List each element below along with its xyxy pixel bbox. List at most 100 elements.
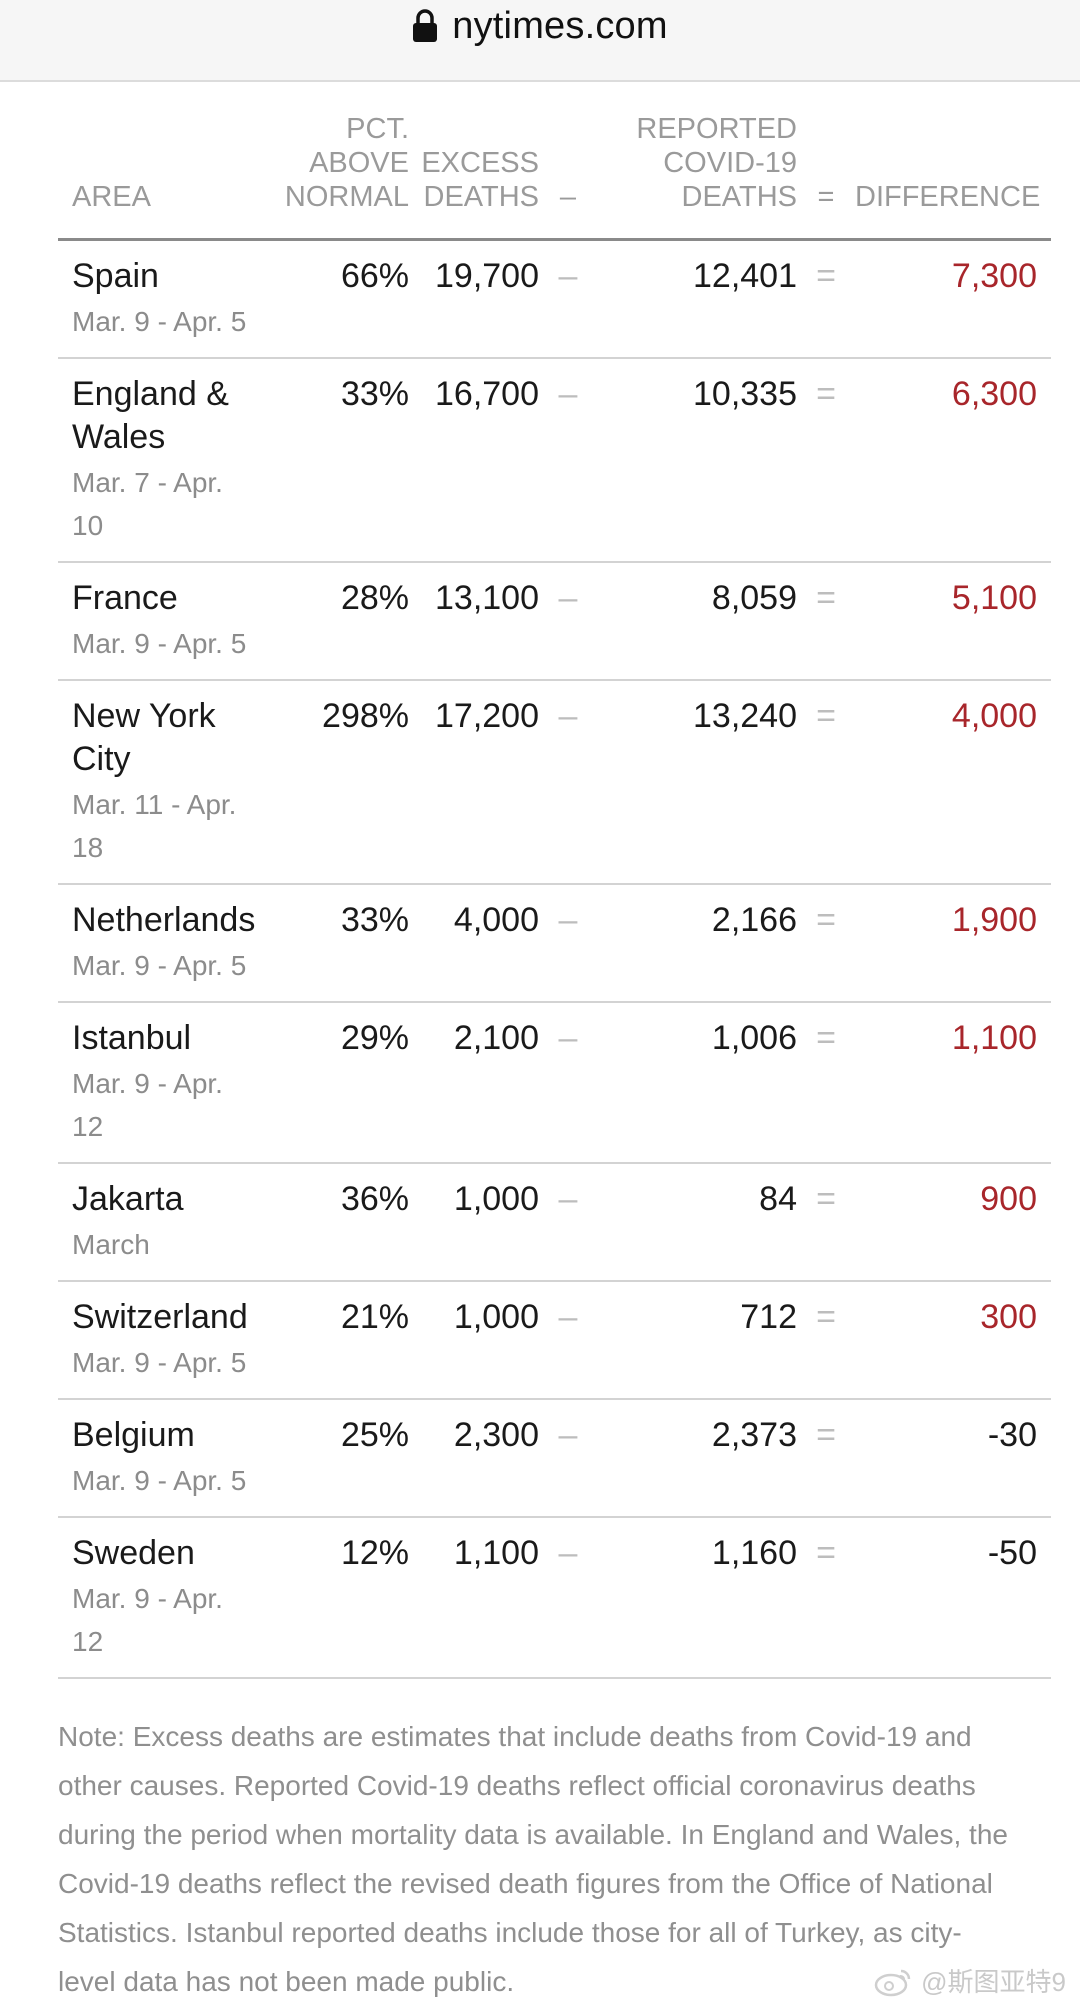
- minus-sign: –: [558, 579, 578, 617]
- reported-deaths: 2,166: [711, 901, 797, 939]
- equals-sign: =: [816, 1298, 836, 1336]
- pct-above-normal: 12%: [340, 1534, 409, 1572]
- reported-deaths: 84: [759, 1180, 797, 1218]
- excess-deaths: 2,100: [453, 1019, 539, 1057]
- excess-deaths: 2,300: [453, 1416, 539, 1454]
- area-name: Spain: [72, 257, 159, 295]
- table-row: Belgium Mar. 9 - Apr. 5 25% 2,300 – 2,37…: [58, 1399, 1051, 1517]
- area-name: Netherlands: [72, 901, 256, 939]
- watermark-text: @斯图亚特9: [921, 1967, 1066, 1997]
- area-name: Switzerland: [72, 1298, 248, 1336]
- reported-deaths: 2,373: [711, 1416, 797, 1454]
- pct-above-normal: 25%: [340, 1416, 409, 1454]
- difference: 7,300: [951, 257, 1037, 295]
- equals-sign: =: [816, 1416, 836, 1454]
- header-reported-deaths: REPORTED COVID-19 DEATHS: [636, 113, 797, 213]
- reported-deaths: 12,401: [693, 257, 797, 295]
- area-dates: Mar. 9 - Apr. 5: [72, 1465, 247, 1496]
- difference: 4,000: [951, 697, 1037, 735]
- minus-sign: –: [558, 375, 578, 413]
- equals-sign: =: [816, 901, 836, 939]
- pct-above-normal: 66%: [340, 257, 409, 295]
- reported-deaths: 712: [740, 1298, 797, 1336]
- area-dates: Mar. 9 - Apr. 12: [72, 1583, 223, 1657]
- minus-sign: –: [558, 697, 578, 735]
- reported-deaths: 8,059: [711, 579, 797, 617]
- row-area-cell: Jakarta March: [58, 1163, 283, 1281]
- header-difference: DIFFERENCE: [855, 181, 1041, 213]
- difference: 6,300: [951, 375, 1037, 413]
- minus-sign: –: [558, 1180, 578, 1218]
- area-dates: Mar. 7 - Apr. 10: [72, 467, 223, 541]
- row-area-cell: Spain Mar. 9 - Apr. 5: [58, 240, 283, 359]
- area-name: New York City: [72, 697, 216, 778]
- row-area-cell: New York City Mar. 11 - Apr. 18: [58, 680, 283, 884]
- pct-above-normal: 28%: [340, 579, 409, 617]
- reported-deaths: 13,240: [693, 697, 797, 735]
- difference: -30: [987, 1416, 1037, 1454]
- area-dates: Mar. 11 - Apr. 18: [72, 789, 237, 863]
- table-note: Note: Excess deaths are estimates that i…: [58, 1721, 1008, 1997]
- row-area-cell: Netherlands Mar. 9 - Apr. 5: [58, 884, 283, 1002]
- area-dates: March: [72, 1229, 150, 1260]
- excess-deaths: 4,000: [453, 901, 539, 939]
- table-body: Spain Mar. 9 - Apr. 5 66% 19,700 – 12,40…: [58, 240, 1051, 1678]
- url-text: nytimes.com: [452, 4, 668, 47]
- row-area-cell: Sweden Mar. 9 - Apr. 12: [58, 1517, 283, 1678]
- excess-deaths-table: AREA PCT. ABOVE NORMAL EXCESS DEATHS – R…: [58, 112, 1051, 1679]
- excess-deaths-table-container: AREA PCT. ABOVE NORMAL EXCESS DEATHS – R…: [58, 112, 1051, 1679]
- browser-url-bar[interactable]: nytimes.com: [0, 0, 1080, 82]
- url-display[interactable]: nytimes.com: [412, 4, 668, 48]
- equals-sign: =: [816, 257, 836, 295]
- header-equals: =: [817, 181, 835, 213]
- pct-above-normal: 21%: [340, 1298, 409, 1336]
- minus-sign: –: [558, 1019, 578, 1057]
- table-header: AREA PCT. ABOVE NORMAL EXCESS DEATHS – R…: [58, 112, 1051, 240]
- difference: 900: [980, 1180, 1037, 1218]
- equals-sign: =: [816, 375, 836, 413]
- table-row: Istanbul Mar. 9 - Apr. 12 29% 2,100 – 1,…: [58, 1002, 1051, 1163]
- weibo-icon: [873, 1965, 913, 1997]
- difference: 5,100: [951, 579, 1037, 617]
- reported-deaths: 10,335: [693, 375, 797, 413]
- table-row: Jakarta March 36% 1,000 – 84 = 900: [58, 1163, 1051, 1281]
- table-row: Spain Mar. 9 - Apr. 5 66% 19,700 – 12,40…: [58, 240, 1051, 359]
- reported-deaths: 1,006: [711, 1019, 797, 1057]
- difference: -50: [987, 1534, 1037, 1572]
- minus-sign: –: [558, 1416, 578, 1454]
- row-area-cell: Istanbul Mar. 9 - Apr. 12: [58, 1002, 283, 1163]
- area-name: Jakarta: [72, 1180, 184, 1218]
- area-name: Sweden: [72, 1534, 195, 1572]
- area-dates: Mar. 9 - Apr. 5: [72, 1347, 247, 1378]
- area-name: England & Wales: [72, 375, 229, 456]
- header-minus: –: [559, 181, 577, 213]
- weibo-watermark: @斯图亚特9: [873, 1962, 1066, 1999]
- area-name: Istanbul: [72, 1019, 192, 1057]
- area-dates: Mar. 9 - Apr. 5: [72, 306, 247, 337]
- excess-deaths: 13,100: [435, 579, 539, 617]
- row-area-cell: Switzerland Mar. 9 - Apr. 5: [58, 1281, 283, 1399]
- minus-sign: –: [558, 1534, 578, 1572]
- row-area-cell: England & Wales Mar. 7 - Apr. 10: [58, 358, 283, 562]
- pct-above-normal: 33%: [340, 375, 409, 413]
- area-dates: Mar. 9 - Apr. 5: [72, 628, 247, 659]
- reported-deaths: 1,160: [711, 1534, 797, 1572]
- lock-icon: [412, 9, 438, 43]
- header-row: AREA PCT. ABOVE NORMAL EXCESS DEATHS – R…: [58, 112, 1051, 240]
- equals-sign: =: [816, 1534, 836, 1572]
- header-excess-deaths: EXCESS DEATHS: [421, 147, 539, 213]
- equals-sign: =: [816, 1019, 836, 1057]
- equals-sign: =: [816, 579, 836, 617]
- difference: 300: [980, 1298, 1037, 1336]
- minus-sign: –: [558, 901, 578, 939]
- pct-above-normal: 33%: [340, 901, 409, 939]
- equals-sign: =: [816, 697, 836, 735]
- area-name: France: [72, 579, 178, 617]
- table-row: Sweden Mar. 9 - Apr. 12 12% 1,100 – 1,16…: [58, 1517, 1051, 1678]
- area-dates: Mar. 9 - Apr. 5: [72, 950, 247, 981]
- table-row: Netherlands Mar. 9 - Apr. 5 33% 4,000 – …: [58, 884, 1051, 1002]
- excess-deaths: 1,000: [453, 1180, 539, 1218]
- table-row: New York City Mar. 11 - Apr. 18 298% 17,…: [58, 680, 1051, 884]
- table-row: France Mar. 9 - Apr. 5 28% 13,100 – 8,05…: [58, 562, 1051, 680]
- table-row: England & Wales Mar. 7 - Apr. 10 33% 16,…: [58, 358, 1051, 562]
